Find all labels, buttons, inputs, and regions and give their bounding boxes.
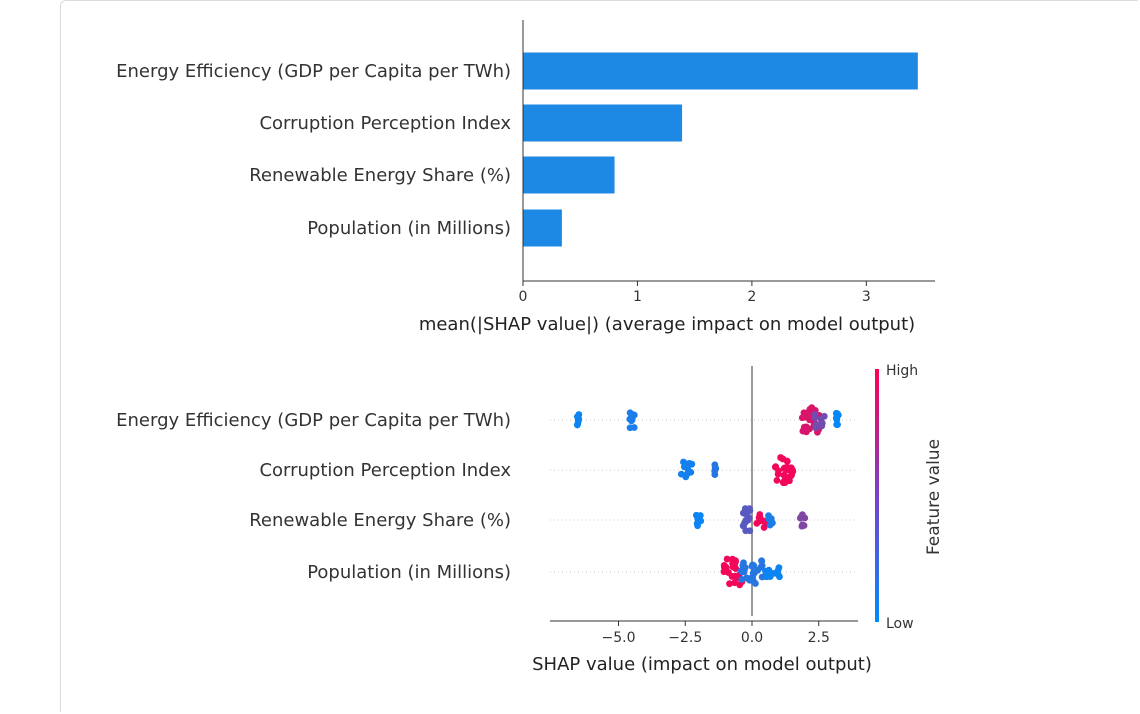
beeswarm-x-axis-label: SHAP value (impact on model output) [532,654,872,675]
shap-point [738,576,746,583]
shap-point [740,521,748,529]
shap-point [773,476,781,484]
shap-point [722,564,730,571]
bar-x-axis-label: mean(|SHAP value|) (average impact on mo… [419,314,915,335]
colorbar-title: Feature value [924,439,944,555]
bar-category-label: Renewable Energy Share (%) [249,165,511,186]
shap-point [796,514,804,522]
beeswarm-x-tick-label: −2.5 [668,630,702,646]
shap-point [766,521,774,529]
shap-point [820,412,828,420]
shap-point [749,573,757,581]
shap-point [765,512,772,520]
shap-point [574,420,582,428]
shap-point [687,468,695,476]
colorbar-high-label: High [886,363,918,379]
shap-point [802,413,809,421]
shap-point [748,562,756,570]
shap-point [808,404,816,412]
shap-point [760,517,767,525]
shap-point [746,505,753,513]
bar-category-label: Population (in Millions) [307,218,511,239]
shap-point [575,411,583,418]
beeswarm-category-label: Population (in Millions) [307,562,511,583]
shap-point [731,579,739,587]
shap-point [780,465,788,472]
shap-point [783,457,791,465]
shap-point [745,514,753,522]
shap-point [739,509,747,517]
mean-shap-bar-chart: Energy Efficiency (GDP per Capita per TW… [116,20,935,335]
shap-beeswarm-chart: Energy Efficiency (GDP per Capita per TW… [116,363,944,675]
colorbar [875,369,879,622]
beeswarm-x-tick-label: 0.0 [741,630,763,646]
colorbar-low-label: Low [886,616,914,632]
shap-point [731,559,739,567]
shap-point [723,555,731,563]
bar [523,52,918,90]
shap-point [742,527,750,535]
beeswarm-category-label: Energy Efficiency (GDP per Capita per TW… [116,410,511,431]
bar-category-label: Corruption Perception Index [259,113,511,134]
shap-point [832,414,840,422]
bar [523,209,562,247]
shap-point [738,568,746,576]
bar-x-tick-label: 0 [519,289,528,305]
bar-x-tick-label: 2 [747,289,756,305]
shap-point [626,424,634,432]
shap-point [787,472,795,480]
shap-point [726,580,733,588]
shap-point [771,463,779,471]
shap-point [780,479,787,487]
shap-point [732,565,740,573]
shap-point [695,513,702,520]
shap-point [803,423,810,431]
shap-point [798,522,806,530]
bar-x-tick-label: 1 [633,289,642,305]
beeswarm-category-label: Renewable Energy Share (%) [249,510,511,531]
shap-point [818,422,826,430]
shap-point [812,421,820,429]
shap-point [682,473,690,481]
output-cell-frame [60,0,1138,712]
shap-point [802,428,810,436]
shap-point [629,413,637,420]
bar [523,156,615,194]
beeswarm-x-tick-label: −5.0 [602,630,636,646]
beeswarm-category-label: Corruption Perception Index [259,460,511,481]
shap-point [762,567,769,575]
shap-point [758,557,766,565]
shap-point [757,563,765,571]
shap-point [753,519,761,527]
shap-point [811,411,819,418]
beeswarm-x-tick-label: 2.5 [808,630,830,646]
bar-category-label: Energy Efficiency (GDP per Capita per TW… [116,61,511,82]
shap-point [774,470,782,478]
shap-point [777,454,784,461]
shap-point [712,465,720,472]
bar [523,104,683,142]
bar-x-tick-label: 3 [862,289,871,305]
shap-point [789,466,797,474]
